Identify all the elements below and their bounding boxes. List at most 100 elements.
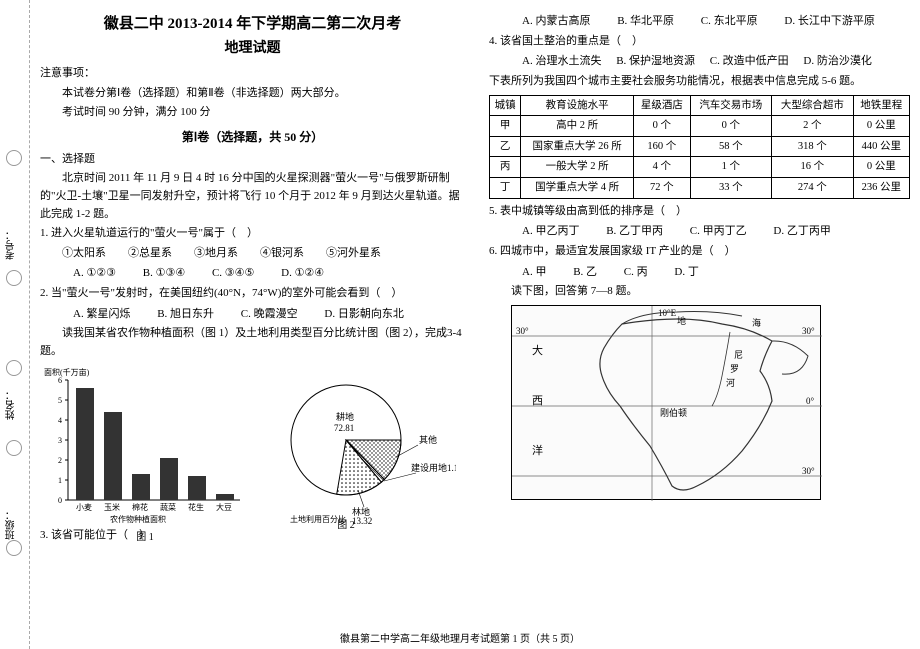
q2-opt-b: B. 旭日东升 [157,305,214,324]
q5-opt-b: B. 乙丁甲丙 [606,222,663,241]
q5-text: 5. 表中城镇等级由高到低的排序是（ ） [489,203,910,221]
pie-chart-svg: 耕地 72.81 其他 建设用地1.12 林地 13.32 土地利用百分比 [256,365,456,525]
gutter-label-id: 考号： [4,230,19,260]
binding-gutter: 班级： 姓名： 考号： [0,0,30,649]
stem-56-text: 下表所列为我国四个城市主要社会服务功能情况，根据表中信息完成 5-6 题。 [489,73,910,91]
lat-r-0: 0° [806,396,815,406]
col-mall: 大型综合超市 [772,95,854,116]
left-column: 徽县二中 2013-2014 年下学期高二第二次月考 地理试题 注意事项： 本试… [30,0,475,610]
q3-opt-d: D. 长江中下游平原 [784,12,874,31]
q1-options: A. ①②③ B. ①③④ C. ③④⑤ D. ①②④ [40,264,465,283]
bar-caption: 图 1 [40,528,250,543]
city-table: 城镇 教育设施水平 星级酒店 汽车交易市场 大型综合超市 地铁里程 甲高中 2 … [489,95,910,199]
right-column: A. 内蒙古高原 B. 华北平原 C. 东北平原 D. 长江中下游平原 4. 该… [475,0,920,610]
stem-1-2: 北京时间 2011 年 11 月 9 日 4 时 16 分中国的火星探测器"萤火… [40,170,465,223]
part1-heading: 第Ⅰ卷（选择题，共 50 分） [40,128,465,145]
question-4: 4. 该省国土整治的重点是（ ） A. 治理水土流失 B. 保护湿地资源 C. … [489,33,910,71]
col-car: 汽车交易市场 [690,95,772,116]
svg-text:5: 5 [58,396,62,405]
region-nile-1: 尼 [734,350,743,360]
q4-opt-c: C. 改造中低产田 [710,52,789,71]
gutter-label-class: 班级： [4,510,19,540]
q6-opt-a: A. 甲 [522,263,546,282]
table-row: 丙一般大学 2 所4 个1 个16 个0 公里 [490,157,910,178]
q4-opt-d: D. 防治沙漠化 [803,52,871,71]
q4-opt-a: A. 治理水土流失 [522,52,601,71]
lat-r-30s: 30° [802,466,815,476]
pie-chart: 耕地 72.81 其他 建设用地1.12 林地 13.32 土地利用百分比 图 … [256,365,456,525]
gutter-label-name: 姓名： [4,390,19,420]
q1-text: 1. 进入火星轨道运行的"萤火一号"属于（ ） [40,225,465,243]
q4-text: 4. 该省国土整治的重点是（ ） [489,33,910,51]
svg-text:蔬菜: 蔬菜 [160,502,176,512]
note-2: 考试时间 90 分钟，满分 100 分 [40,104,465,122]
section-1: 一、选择题 [40,151,465,169]
punch-hole [6,270,22,286]
svg-text:0: 0 [58,496,62,505]
q6-opt-d: D. 丁 [674,263,698,282]
exam-title-2: 地理试题 [40,37,465,57]
col-metro: 地铁里程 [853,95,909,116]
q2-opt-a: A. 繁星闪烁 [73,305,130,324]
q1-opt-c: C. ③④⑤ [212,264,254,283]
q1-opt-a: A. ①②③ [73,264,116,283]
stem-12-text: 北京时间 2011 年 11 月 9 日 4 时 16 分中国的火星探测器"萤火… [40,170,465,223]
table-row: 丁国学重点大学 4 所72 个33 个274 个236 公里 [490,178,910,199]
lat-l-30n: 30° [516,326,529,336]
q2-options: A. 繁星闪烁 B. 旭日东升 C. 晚霞漫空 D. 日影朝向东北 [40,305,465,324]
q3-opt-c: C. 东北平原 [701,12,758,31]
q5-opt-c: C. 甲丙丁乙 [690,222,747,241]
svg-text:玉米: 玉米 [104,502,120,512]
page-footer: 徽县第二中学高二年级地理月考试题第 1 页（共 5 页） [0,630,920,645]
punch-hole [6,360,22,376]
bar-chart: 面积(千万亩) 0 1 2 3 4 5 6 [40,365,250,525]
q6-opt-c: C. 丙 [624,263,648,282]
svg-text:1: 1 [58,476,62,485]
svg-text:大豆: 大豆 [216,502,232,512]
svg-text:4: 4 [58,416,62,425]
q4-opt-b: B. 保护湿地资源 [616,52,695,71]
q1-opt-d: D. ①②④ [281,264,324,283]
svg-text:6: 6 [58,376,62,385]
pie-r2: 建设用地1.12 [411,462,456,473]
q3-opt-b: B. 华北平原 [617,12,674,31]
punch-hole [6,440,22,456]
pie-main-l1: 耕地 [336,411,354,422]
q3-opt-a: A. 内蒙古高原 [522,12,590,31]
col-town: 城镇 [490,95,521,116]
q2-opt-c: C. 晚霞漫空 [241,305,298,324]
bar-chart-svg: 面积(千万亩) 0 1 2 3 4 5 6 [40,365,250,525]
q3-options: A. 内蒙古高原 B. 华北平原 C. 东北平原 D. 长江中下游平原 [489,12,910,31]
q5-opt-a: A. 甲乙丙丁 [522,222,579,241]
q2-text: 2. 当"萤火一号"发射时，在美国纽约(40°N，74°W)的室外可能会看到（ … [40,285,465,303]
q1-opt-b: B. ①③④ [143,264,185,283]
ocean-3: 洋 [532,443,543,457]
svg-text:3: 3 [58,436,62,445]
table-row: 甲高中 2 所0 个0 个2 个0 公里 [490,116,910,137]
table-row: 乙国家重点大学 26 所160 个58 个318 个440 公里 [490,136,910,157]
region-nile-3: 河 [726,377,735,388]
y-ticks: 0 1 2 3 4 5 6 [58,376,68,505]
svg-text:小麦: 小麦 [76,502,92,512]
q4-options: A. 治理水土流失 B. 保护湿地资源 C. 改造中低产田 D. 防治沙漠化 [489,52,910,71]
x-labels: 小麦 玉米 棉花 蔬菜 花生 大豆 [76,502,232,512]
question-1: 1. 进入火星轨道运行的"萤火一号"属于（ ） ①太阳系 ②总星系 ③地月系 ④… [40,225,465,283]
q5-options: A. 甲乙丙丁 B. 乙丁甲丙 C. 甲丙丁乙 D. 乙丁丙甲 [489,222,910,241]
punch-hole [6,150,22,166]
exam-page: 徽县二中 2013-2014 年下学期高二第二次月考 地理试题 注意事项： 本试… [30,0,920,610]
y-axis-label: 面积(千万亩) [44,367,90,377]
pie-b2: 13.32 [352,516,372,525]
pie-r1: 其他 [419,434,437,445]
punch-hole [6,540,22,556]
question-5: 5. 表中城镇等级由高到低的排序是（ ） A. 甲乙丙丁 B. 乙丁甲丙 C. … [489,203,910,241]
charts-row: 面积(千万亩) 0 1 2 3 4 5 6 [40,365,465,525]
svg-text:花生: 花生 [188,502,204,512]
exam-notes: 注意事项： 本试卷分第Ⅰ卷（选择题）和第Ⅱ卷（非选择题）两大部分。 考试时间 9… [40,65,465,122]
col-hotel: 星级酒店 [634,95,690,116]
stem-34-text: 读我国某省农作物种植面积（图 1）及土地利用类型百分比统计图（图 2），完成3-… [40,325,465,360]
stem-5-6: 下表所列为我国四个城市主要社会服务功能情况，根据表中信息完成 5-6 题。 [489,73,910,91]
exam-title-1: 徽县二中 2013-2014 年下学期高二第二次月考 [40,12,465,33]
question-2: 2. 当"萤火一号"发射时，在美国纽约(40°N，74°W)的室外可能会看到（ … [40,285,465,323]
stem-3-4: 读我国某省农作物种植面积（图 1）及土地利用类型百分比统计图（图 2），完成3-… [40,325,465,360]
ocean-2: 西 [532,395,543,407]
